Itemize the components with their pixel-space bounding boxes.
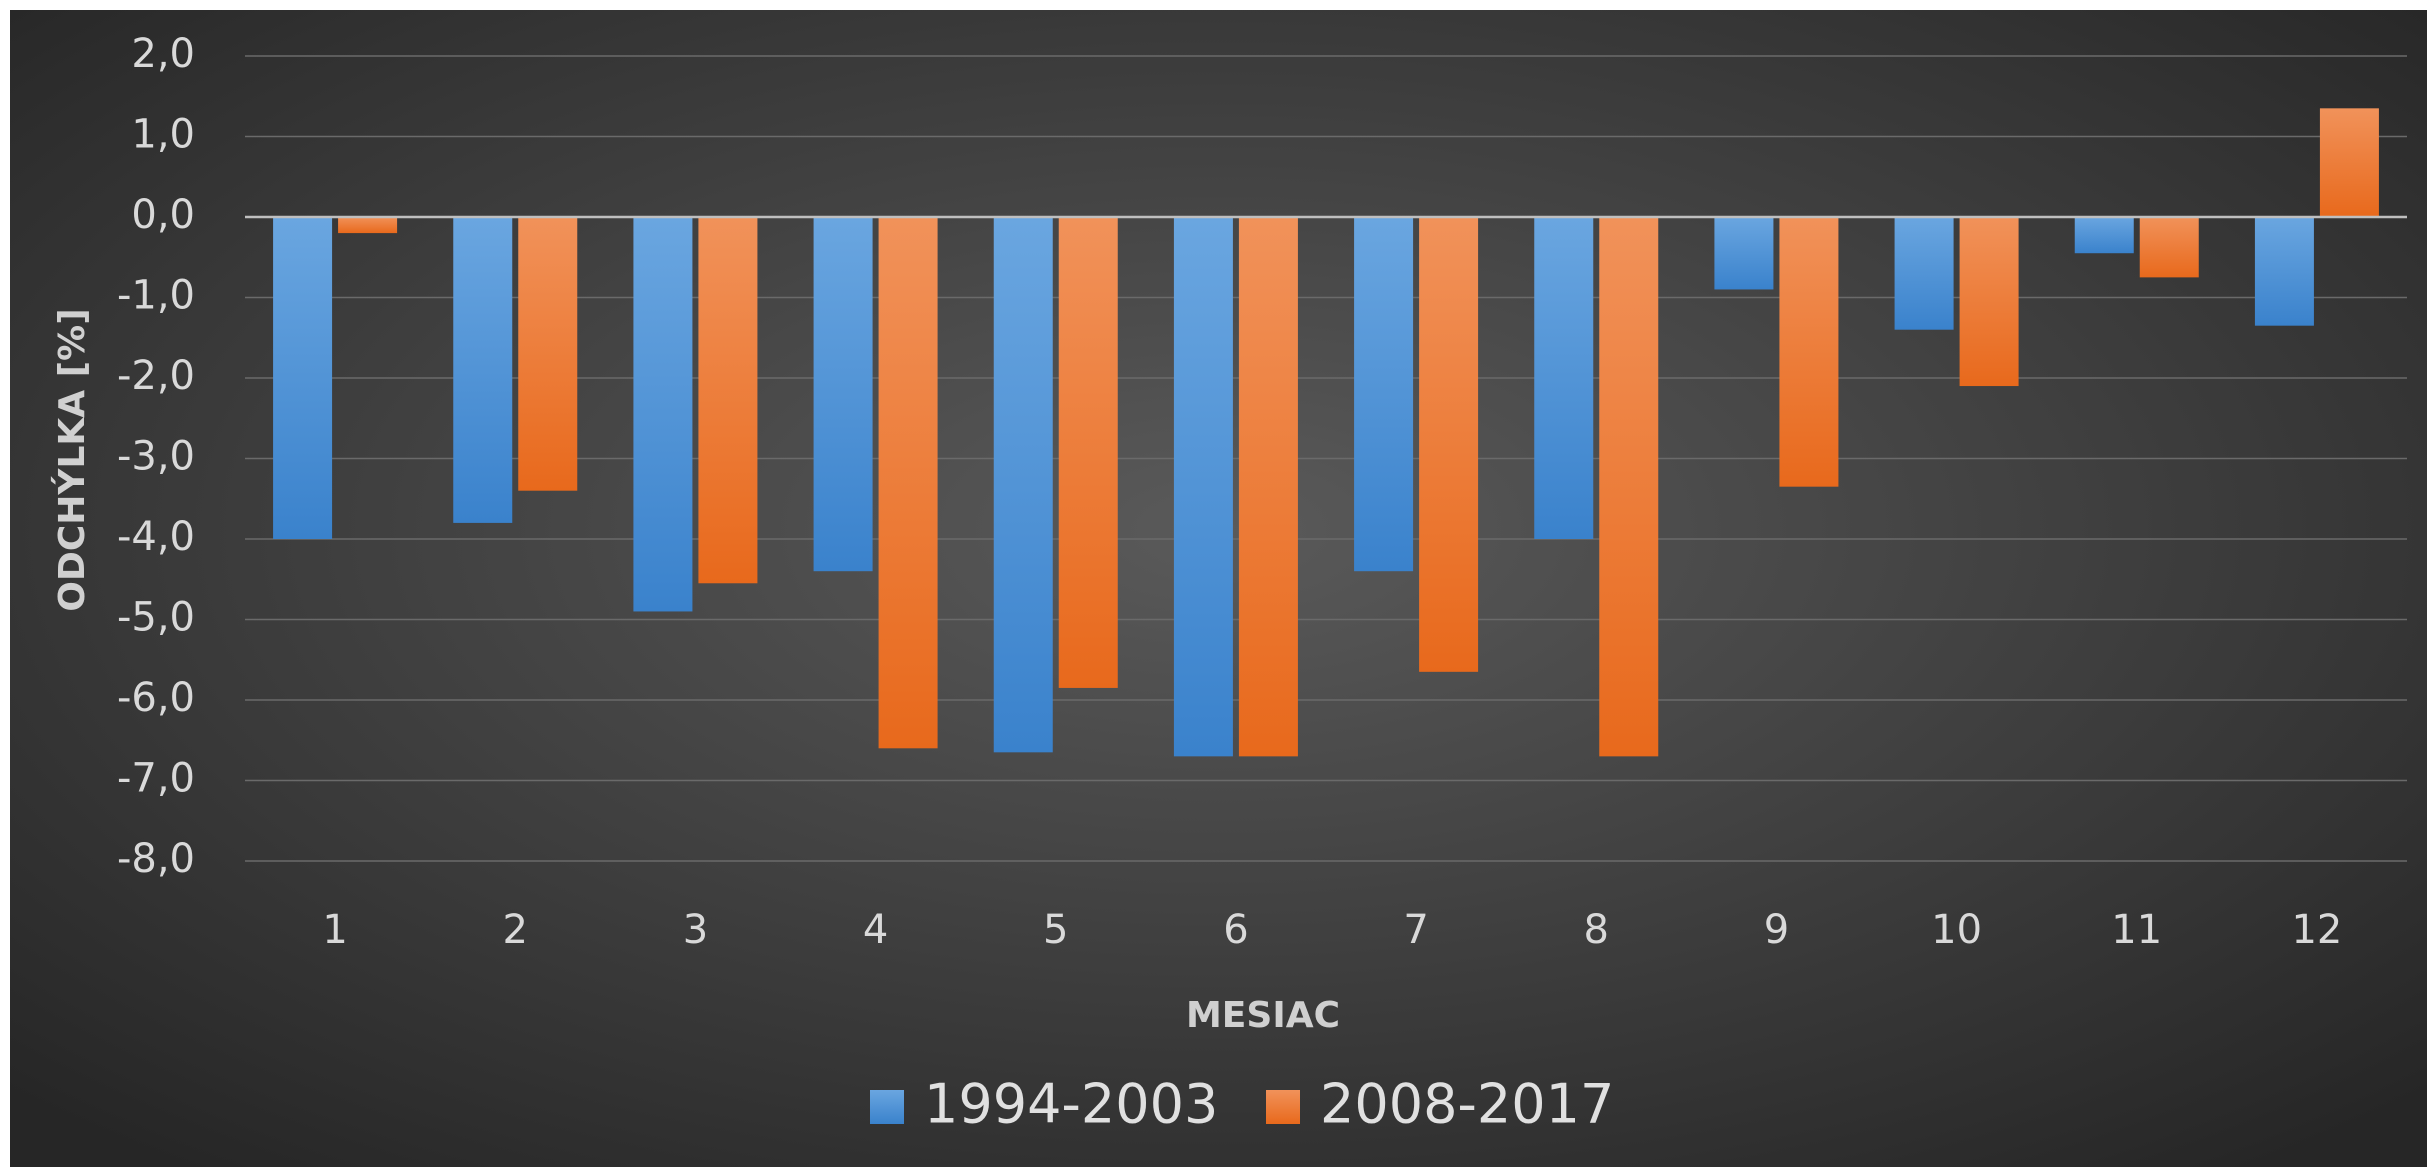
- x-tick-label: 3: [683, 907, 708, 953]
- y-tick-label: -2,0: [117, 353, 195, 399]
- y-tick-label: 1,0: [131, 112, 195, 158]
- legend-label: 2008-2017: [1320, 1073, 1614, 1136]
- bar: [698, 217, 758, 584]
- bar: [1058, 217, 1118, 688]
- bar: [1779, 217, 1839, 487]
- y-tick-label: -1,0: [117, 273, 195, 319]
- bar: [273, 217, 333, 539]
- bar: [1173, 217, 1233, 757]
- bar: [1419, 217, 1479, 672]
- x-axis-title: MESIAC: [1186, 995, 1340, 1036]
- x-tick-label: 12: [2291, 907, 2342, 953]
- bar: [993, 217, 1053, 753]
- y-tick-label: -5,0: [117, 595, 195, 641]
- x-tick-label: 9: [1764, 907, 1789, 953]
- y-axis-title: ODCHÝLKA [%]: [50, 308, 93, 611]
- legend-swatch: [870, 1090, 904, 1124]
- x-tick-label: 2: [503, 907, 528, 953]
- y-tick-label: 0,0: [131, 192, 195, 238]
- bar: [1959, 217, 2019, 387]
- bar: [1534, 217, 1594, 539]
- bar: [2254, 217, 2314, 326]
- legend-label: 1994-2003: [924, 1073, 1218, 1136]
- y-tick-label: -4,0: [117, 514, 195, 560]
- y-tick-label: -8,0: [117, 836, 195, 882]
- bar: [1354, 217, 1414, 572]
- x-tick-label: 5: [1043, 907, 1068, 953]
- y-tick-label: 2,0: [131, 31, 195, 77]
- bar: [1599, 217, 1659, 757]
- bar: [633, 217, 693, 612]
- bar: [2319, 108, 2379, 217]
- bar: [1714, 217, 1774, 290]
- y-tick-label: -3,0: [117, 434, 195, 480]
- bar: [2074, 217, 2134, 254]
- bar: [2139, 217, 2199, 278]
- x-tick-label: 6: [1223, 907, 1248, 953]
- legend-swatch: [1266, 1090, 1300, 1124]
- bar: [1894, 217, 1954, 330]
- bar: [338, 217, 398, 234]
- bar: [878, 217, 938, 749]
- x-tick-label: 11: [2111, 907, 2162, 953]
- x-tick-label: 8: [1584, 907, 1609, 953]
- y-tick-label: -6,0: [117, 675, 195, 721]
- y-tick-label: -7,0: [117, 756, 195, 802]
- bar: [813, 217, 873, 572]
- x-tick-label: 7: [1403, 907, 1428, 953]
- x-tick-label: 1: [322, 907, 347, 953]
- bar: [518, 217, 578, 491]
- x-tick-label: 10: [1931, 907, 1982, 953]
- bar: [1238, 217, 1298, 757]
- bar: [453, 217, 513, 523]
- x-tick-label: 4: [863, 907, 888, 953]
